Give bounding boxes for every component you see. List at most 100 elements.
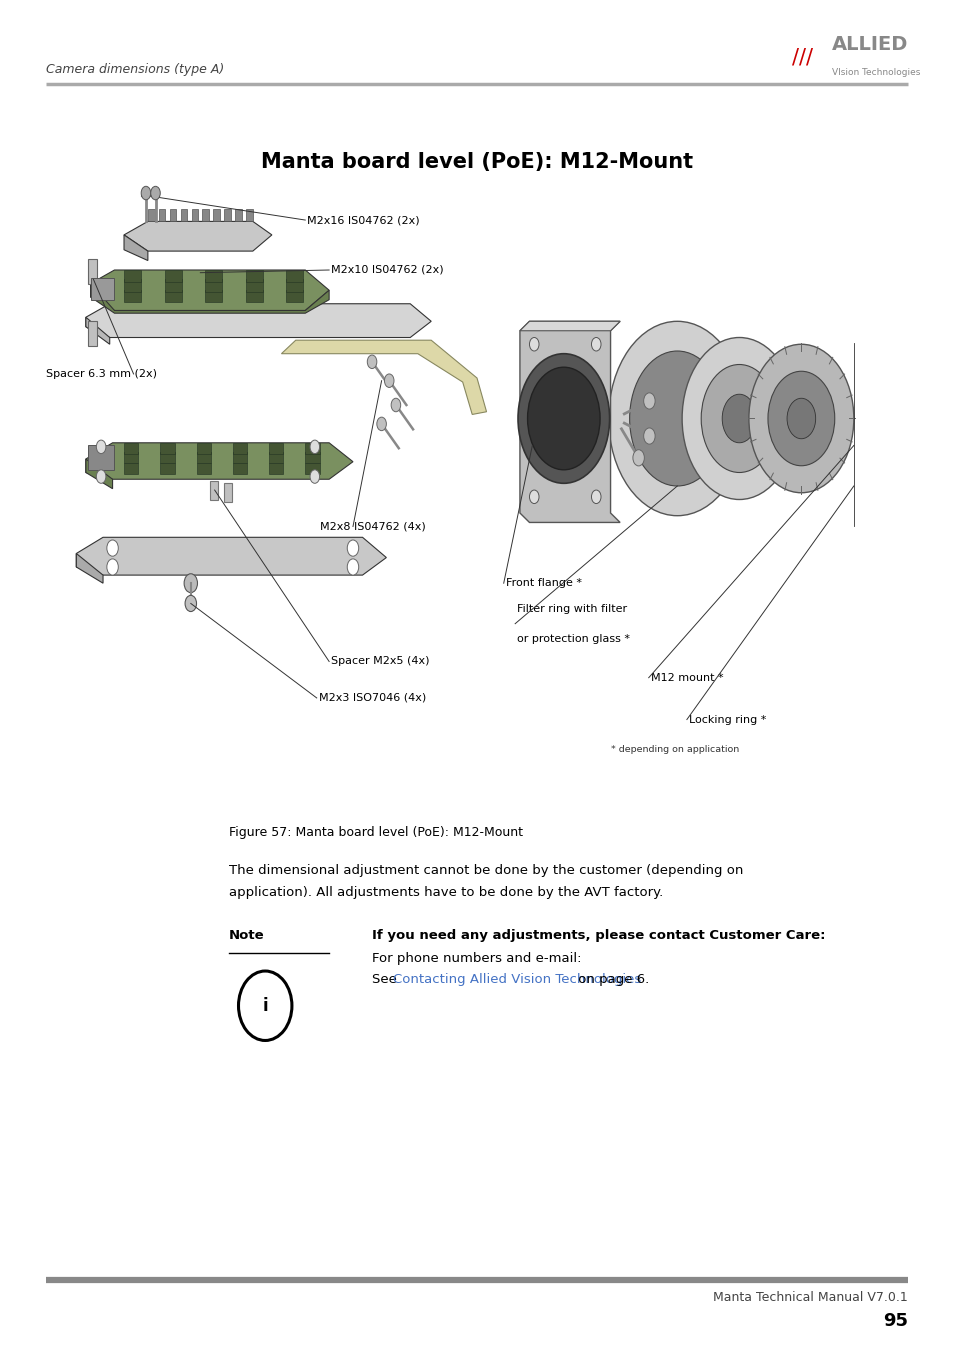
Bar [148,209,154,221]
Text: 95: 95 [882,1312,907,1330]
Circle shape [748,344,853,493]
Circle shape [527,367,599,470]
Circle shape [591,338,600,351]
Circle shape [96,470,106,483]
Bar [246,290,263,302]
Polygon shape [519,321,619,331]
Circle shape [151,186,160,200]
Circle shape [310,470,319,483]
Bar [124,270,141,282]
Text: Locking ring *: Locking ring * [688,714,765,725]
Bar [246,209,253,221]
Circle shape [184,574,197,593]
Circle shape [643,393,655,409]
Text: See: See [372,973,401,987]
Circle shape [96,440,106,454]
Bar [286,279,303,292]
Circle shape [767,371,834,466]
Bar [124,279,141,292]
Bar [164,270,181,282]
Circle shape [643,428,655,444]
Text: M2x10 IS04762 (2x): M2x10 IS04762 (2x) [331,265,443,275]
Circle shape [632,450,643,466]
Bar [196,463,211,474]
Polygon shape [124,235,148,261]
Text: VIsion Technologies: VIsion Technologies [831,68,920,77]
Bar [224,483,232,502]
Bar [286,290,303,302]
Text: Spacer 6.3 mm (2x): Spacer 6.3 mm (2x) [46,369,156,379]
Bar [269,443,283,454]
Bar [124,463,138,474]
Text: For phone numbers and e-mail:: For phone numbers and e-mail: [372,952,581,965]
Circle shape [347,540,358,556]
Circle shape [384,374,394,387]
Circle shape [591,490,600,504]
Bar [88,321,97,346]
Bar [233,452,247,463]
Text: application). All adjustments have to be done by the AVT factory.: application). All adjustments have to be… [229,886,662,899]
Text: Filter ring with filter: Filter ring with filter [517,605,626,614]
Polygon shape [124,221,272,251]
Circle shape [608,321,745,516]
Polygon shape [76,554,103,583]
Polygon shape [86,443,353,479]
Bar [91,278,114,300]
Bar [224,209,231,221]
Circle shape [529,490,538,504]
Bar [160,452,174,463]
Bar [160,443,174,454]
Text: Contacting Allied Vision Technologies: Contacting Allied Vision Technologies [393,973,640,987]
Circle shape [529,338,538,351]
Bar [124,452,138,463]
Bar [246,279,263,292]
Bar [213,209,220,221]
Bar [269,452,283,463]
Bar [233,443,247,454]
Text: i: i [262,996,268,1015]
Text: * depending on application: * depending on application [610,745,738,753]
Bar [205,270,222,282]
Polygon shape [86,304,431,338]
Bar [88,259,97,284]
Circle shape [141,186,151,200]
Polygon shape [281,340,486,414]
Circle shape [107,540,118,556]
Polygon shape [76,537,386,575]
Circle shape [681,338,796,500]
Bar [205,279,222,292]
Bar [170,209,176,221]
Bar [233,463,247,474]
Circle shape [367,355,376,369]
Text: Front flange *: Front flange * [505,578,581,589]
Text: on page 6.: on page 6. [574,973,649,987]
Circle shape [347,559,358,575]
Circle shape [721,394,756,443]
Bar [210,481,217,500]
Text: Spacer M2x5 (4x): Spacer M2x5 (4x) [331,656,429,667]
Text: Manta Technical Manual V7.0.1: Manta Technical Manual V7.0.1 [713,1291,907,1304]
Bar [164,290,181,302]
Text: Figure 57: Manta board level (PoE): M12-Mount: Figure 57: Manta board level (PoE): M12-… [229,826,522,840]
Text: M2x8 IS04762 (4x): M2x8 IS04762 (4x) [319,521,425,532]
Polygon shape [86,317,110,344]
Circle shape [700,364,777,472]
Circle shape [376,417,386,431]
Text: Manta board level (PoE): M12-Mount: Manta board level (PoE): M12-Mount [261,153,692,171]
Text: Camera dimensions (type A): Camera dimensions (type A) [46,62,224,76]
Bar [305,452,319,463]
Bar [205,290,222,302]
Circle shape [310,440,319,454]
Text: ALLIED: ALLIED [831,35,907,54]
Bar [196,452,211,463]
Circle shape [786,398,815,439]
Circle shape [107,559,118,575]
Circle shape [391,398,400,412]
Polygon shape [91,270,329,310]
Text: M2x3 ISO7046 (4x): M2x3 ISO7046 (4x) [318,693,425,703]
Text: Note: Note [229,929,264,942]
Bar [305,463,319,474]
Bar [164,279,181,292]
Bar [158,209,165,221]
Polygon shape [86,459,112,489]
